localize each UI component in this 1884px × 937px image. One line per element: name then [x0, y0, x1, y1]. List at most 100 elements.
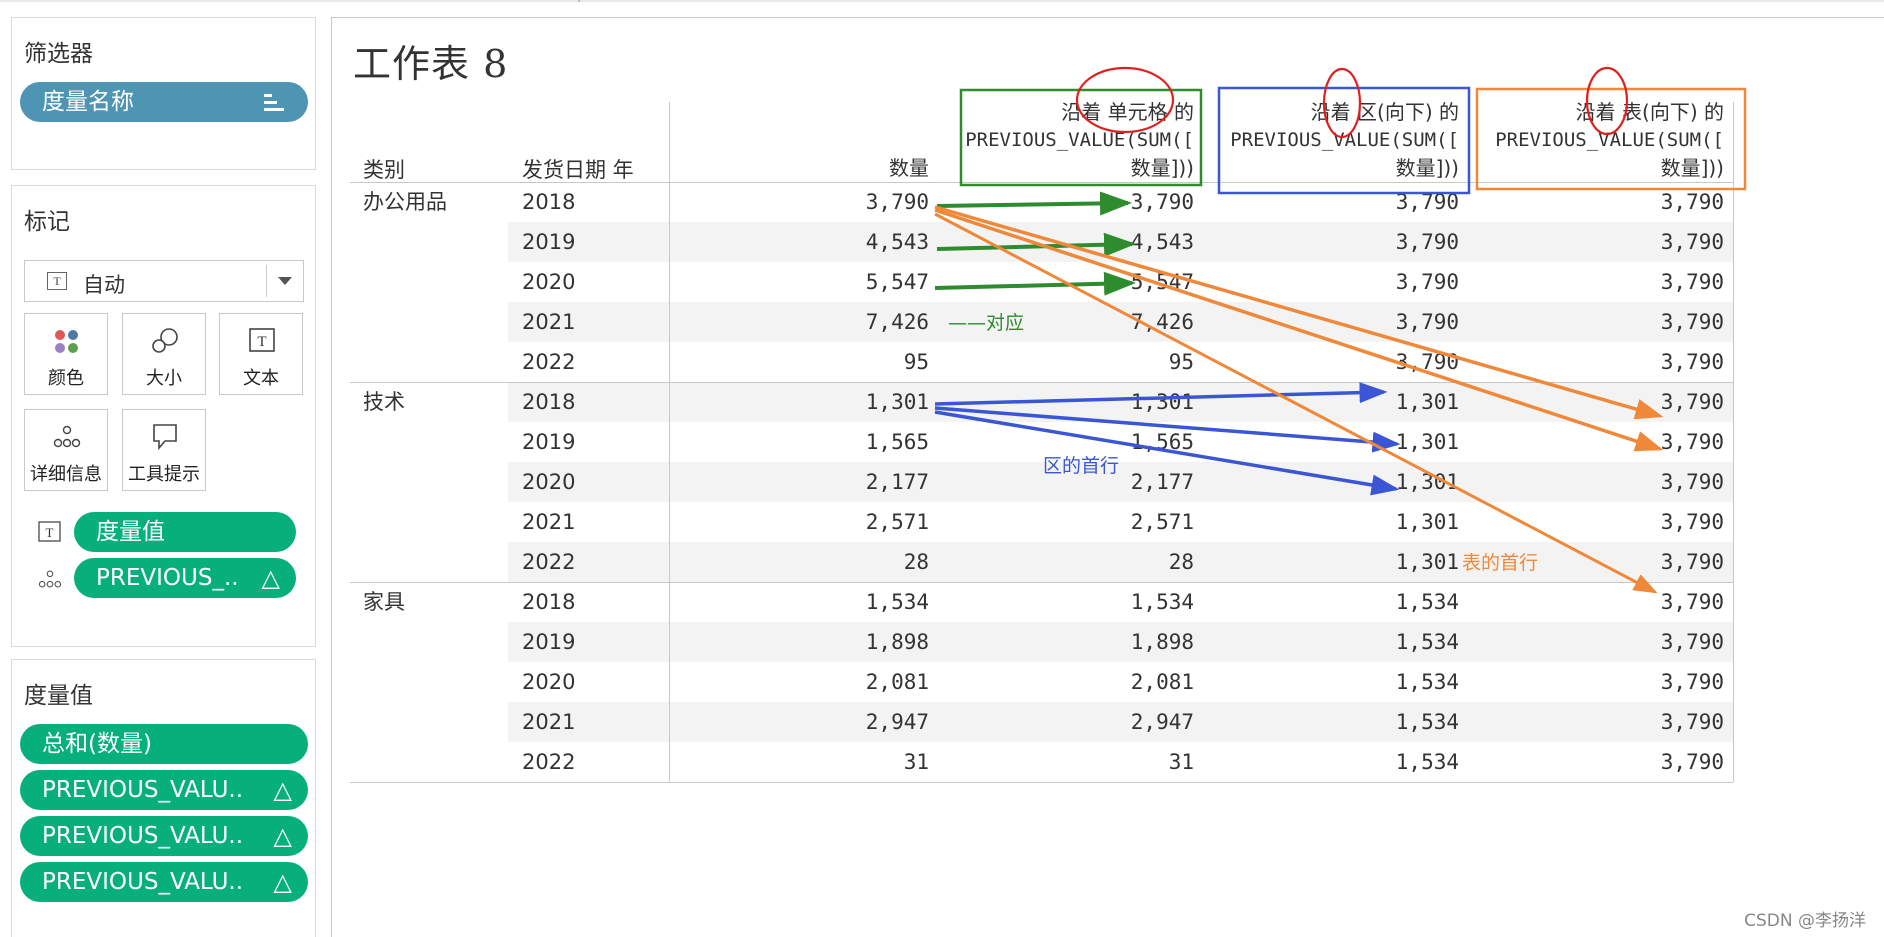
value-cell: 2,081 [1130, 670, 1194, 694]
color-button-label: 颜色 [48, 368, 84, 389]
filter-pill-measure-names[interactable]: 度量名称 [20, 82, 308, 122]
orange-arrow [934, 208, 1664, 452]
value-cell: 3,790 [1660, 310, 1724, 334]
value-cell: 28 [1168, 550, 1194, 574]
header-divider [350, 182, 1733, 183]
value-cell: 1,898 [865, 630, 929, 654]
blue-annotation-label: 区的首行 [1043, 455, 1120, 477]
size-button-label: 大小 [146, 368, 182, 389]
measure-pill-label: PREVIOUS_VALU.. [42, 777, 244, 803]
top-toolbar-strip [0, 0, 1884, 2]
value-cell: 3,790 [1660, 630, 1724, 654]
column-header-line: PREVIOUS_VALUE(SUM([ [1495, 129, 1724, 151]
text-button[interactable]: T 文本 [219, 313, 303, 395]
marks-panel: 标记 T 自动 颜色 大小 T 文本 详细信息 [11, 185, 316, 647]
value-cell: 3,790 [1660, 590, 1724, 614]
year-label: 2018 [522, 590, 576, 614]
row-header-category: 类别 [363, 158, 405, 182]
value-cell: 3,790 [1660, 350, 1724, 374]
measure-pill-previous-cell[interactable]: PREVIOUS_VALU.. △ [20, 770, 308, 810]
filter-pill-label: 度量名称 [42, 89, 134, 115]
value-cell: 1,534 [1395, 590, 1459, 614]
marks-shelf-pill-measure-values[interactable]: 度量值 [74, 512, 296, 552]
mark-type-label: 自动 [83, 273, 125, 297]
value-cell: 3,790 [1660, 430, 1724, 454]
value-cell: 1,301 [865, 390, 929, 414]
green-highlight-box [959, 88, 1203, 187]
column-header-line: 数量])) [1130, 156, 1194, 180]
value-cell: 3,790 [1660, 510, 1724, 534]
filters-title: 筛选器 [24, 41, 93, 67]
measure-values-title: 度量值 [24, 683, 93, 709]
row-band [508, 462, 1733, 502]
value-cell: 4,543 [865, 230, 929, 254]
measure-pill-sum-quantity[interactable]: 总和(数量) [20, 724, 308, 764]
column-header-line: 沿着 表(向下) 的 [1575, 100, 1724, 124]
column-header-line: 沿着 区(向下) 的 [1310, 100, 1459, 124]
detail-icon [38, 570, 62, 588]
value-cell: 31 [903, 750, 929, 774]
row-band [508, 302, 1733, 342]
measure-pill-previous-pane[interactable]: PREVIOUS_VALU.. △ [20, 816, 308, 856]
green-annotation-label: ——对应 [948, 312, 1025, 334]
filters-panel: 筛选器 度量名称 [11, 17, 316, 170]
year-label: 2021 [522, 510, 576, 534]
value-cell: 1,301 [1395, 550, 1459, 574]
column-header-line: PREVIOUS_VALUE(SUM([ [1230, 129, 1459, 151]
value-cell: 3,790 [865, 190, 929, 214]
marks-title: 标记 [24, 209, 70, 235]
row-header-divider [669, 102, 670, 782]
marks-shelf-pill-previous[interactable]: PREVIOUS_.. △ [74, 558, 296, 598]
value-cell: 1,534 [1395, 670, 1459, 694]
column-header-prev-table: 沿着 表(向下) 的 PREVIOUS_VALUE(SUM([ 数量])) [1470, 98, 1724, 182]
row-band [508, 542, 1733, 582]
text-mark-icon: T [47, 272, 67, 290]
value-cell: 3,790 [1395, 270, 1459, 294]
tooltip-button-label: 工具提示 [128, 464, 200, 485]
size-button[interactable]: 大小 [122, 313, 206, 395]
green-arrow [936, 232, 1136, 257]
color-button[interactable]: 颜色 [24, 313, 108, 395]
value-cell: 7,426 [865, 310, 929, 334]
year-label: 2019 [522, 630, 576, 654]
row-band [508, 382, 1733, 422]
value-cell: 1,534 [1395, 710, 1459, 734]
year-label: 2020 [522, 470, 576, 494]
measure-pill-label: 总和(数量) [42, 731, 152, 757]
red-circle [1075, 66, 1175, 134]
mark-type-dropdown[interactable]: T 自动 [24, 260, 304, 302]
svg-text:T: T [257, 334, 266, 350]
blue-highlight-box [1217, 86, 1471, 195]
year-label: 2019 [522, 230, 576, 254]
green-arrow [936, 191, 1132, 216]
value-cell: 95 [1168, 350, 1194, 374]
sort-bars-icon [264, 94, 284, 112]
text-icon: T [38, 521, 61, 542]
detail-button[interactable]: 详细信息 [24, 409, 108, 491]
value-cell: 1,534 [865, 590, 929, 614]
value-cell: 3,790 [1395, 310, 1459, 334]
value-cell: 2,177 [865, 470, 929, 494]
value-cell: 2,571 [1130, 510, 1194, 534]
column-header-quantity: 数量 [700, 154, 929, 182]
measure-pill-label: PREVIOUS_VALU.. [42, 823, 244, 849]
year-label: 2020 [522, 270, 576, 294]
category-label: 家具 [363, 590, 405, 614]
text-icon: T [249, 328, 275, 352]
blue-arrow [934, 410, 1400, 496]
group-divider [350, 582, 1733, 583]
measure-values-panel: 度量值 总和(数量) PREVIOUS_VALU.. △ PREVIOUS_VA… [11, 659, 316, 937]
value-cell: 2,947 [1130, 710, 1194, 734]
tooltip-button[interactable]: 工具提示 [122, 409, 206, 491]
chevron-down-icon [278, 277, 292, 285]
value-cell: 3,790 [1660, 550, 1724, 574]
red-circle [1322, 67, 1362, 139]
shelf-pill-label: PREVIOUS_.. [96, 565, 239, 591]
value-cell: 3,790 [1660, 270, 1724, 294]
watermark: CSDN @李扬洋 [1744, 911, 1866, 931]
measure-pill-previous-table[interactable]: PREVIOUS_VALU.. △ [20, 862, 308, 902]
year-label: 2022 [522, 550, 576, 574]
category-label: 办公用品 [363, 190, 447, 214]
year-label: 2019 [522, 430, 576, 454]
